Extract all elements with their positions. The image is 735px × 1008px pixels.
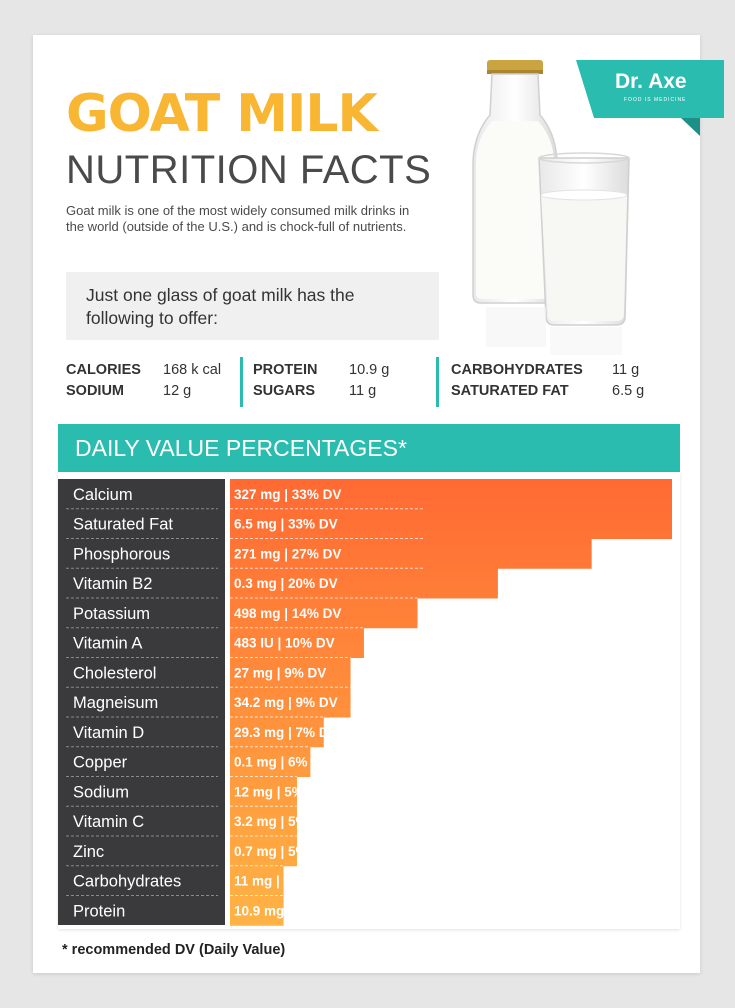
category-label: Cholesterol: [73, 664, 156, 682]
category-label: Magneisum: [73, 694, 158, 712]
bar-cholesterol: [230, 657, 351, 688]
bar-protein: [230, 895, 284, 926]
bar-potassium: [230, 598, 418, 629]
bar-vitamin-b2: [230, 568, 498, 599]
category-label: Copper: [73, 754, 128, 772]
nutrition-value: 11 g: [349, 383, 377, 399]
intro-text: Goat milk is one of the most widely cons…: [66, 203, 410, 234]
category-label: Calcium: [73, 486, 133, 504]
data-label: 6.5 mg | 33% DV: [234, 517, 338, 532]
bar-calcium: [230, 479, 672, 510]
nutrition-label: CALORIES: [66, 362, 141, 378]
category-label-panel: [58, 479, 225, 925]
data-label: 3.2 mg | 5% DV: [234, 814, 330, 829]
brand-tagline: FOOD IS MEDICINE: [624, 97, 687, 103]
bar-zinc: [230, 836, 297, 867]
chart-header: [58, 424, 680, 472]
data-label: 327 mg | 33% DV: [234, 487, 341, 502]
nutrition-row: SODIUM 12 g: [66, 381, 236, 402]
nutrition-row: CALORIES 168 k cal: [66, 360, 236, 381]
category-label: Vitamin C: [73, 813, 144, 831]
nutrition-value: 168 k cal: [163, 362, 222, 378]
nutrition-column-3: CARBOHYDRATES 11 g SATURATED FAT 6.5 g: [451, 360, 681, 402]
data-label: 10.9 mg | 4% DV: [234, 903, 338, 918]
category-label: Phosphorous: [73, 545, 170, 563]
nutrition-value: 6.5 g: [612, 383, 645, 399]
brand-name: Dr. Axe: [615, 70, 687, 93]
page-title: GOAT MILK: [66, 84, 378, 144]
bar-carbohydrates: [230, 865, 284, 896]
nutrition-label: PROTEIN: [253, 362, 318, 378]
nutrition-label: SUGARS: [253, 383, 316, 399]
page-subtitle: NUTRITION FACTS: [66, 148, 432, 192]
nutrition-value: 11 g: [612, 362, 640, 378]
data-label: 11 mg | 4% DV: [234, 874, 326, 889]
category-label: Sodium: [73, 783, 129, 801]
category-label: Vitamin A: [73, 635, 142, 653]
data-label: 12 mg | 5% DV: [234, 784, 326, 799]
data-label: 483 IU | 10% DV: [234, 636, 335, 651]
nutrition-row: SUGARS 11 g: [253, 381, 423, 402]
nutrition-row: PROTEIN 10.9 g: [253, 360, 423, 381]
footnote: * recommended DV (Daily Value): [62, 942, 286, 958]
column-divider: [436, 357, 439, 407]
data-label: 0.1 mg | 6% DV: [234, 755, 330, 770]
bar-saturated-fat: [230, 508, 672, 539]
nutrition-column-1: CALORIES 168 k cal SODIUM 12 g: [66, 360, 236, 402]
category-label: Vitamin D: [73, 724, 144, 742]
category-label: Saturated Fat: [73, 516, 173, 534]
chart-title: DAILY VALUE PERCENTAGES*: [75, 435, 407, 461]
bar-sodium: [230, 776, 297, 807]
data-label: 498 mg | 14% DV: [234, 606, 341, 621]
nutrition-value: 12 g: [163, 383, 192, 399]
bar-phosphorous: [230, 538, 592, 569]
data-label: 0.3 mg | 20% DV: [234, 576, 338, 591]
data-label: 27 mg | 9% DV: [234, 665, 326, 680]
bar-magneisum: [230, 687, 351, 718]
milk-bottle-glass-icon: [472, 60, 630, 355]
bar-vitamin-a: [230, 627, 364, 658]
data-label: 271 mg | 27% DV: [234, 546, 341, 561]
bar-vitamin-c: [230, 806, 297, 837]
nutrition-column-2: PROTEIN 10.9 g SUGARS 11 g: [253, 360, 423, 402]
offer-box: Just one glass of goat milk has the foll…: [66, 272, 439, 340]
data-label: 34.2 mg | 9% DV: [234, 695, 338, 710]
nutrition-label: CARBOHYDRATES: [451, 362, 583, 378]
data-label: 0.7 mg | 5% DV: [234, 844, 330, 859]
daily-value-bar-chart: Calcium 327 mg | 33% DV Saturated Fat 6.5 m…: [58, 479, 672, 926]
category-label: Potassium: [73, 605, 150, 623]
bar-copper: [230, 746, 311, 777]
category-label: Zinc: [73, 843, 104, 861]
nutrition-row: CARBOHYDRATES 11 g: [451, 360, 681, 381]
category-label: Carbohydrates: [73, 873, 181, 891]
category-label: Protein: [73, 902, 125, 920]
category-label: Vitamin B2: [73, 575, 153, 593]
brand-badge-icon: [576, 60, 724, 136]
bar-vitamin-d: [230, 717, 324, 748]
nutrition-label: SODIUM: [66, 383, 124, 399]
data-label: 29.3 mg | 7% DV: [234, 725, 338, 740]
column-divider: [240, 357, 243, 407]
nutrition-label: SATURATED FAT: [451, 383, 569, 399]
nutrition-row: SATURATED FAT 6.5 g: [451, 381, 681, 402]
nutrition-value: 10.9 g: [349, 362, 390, 378]
